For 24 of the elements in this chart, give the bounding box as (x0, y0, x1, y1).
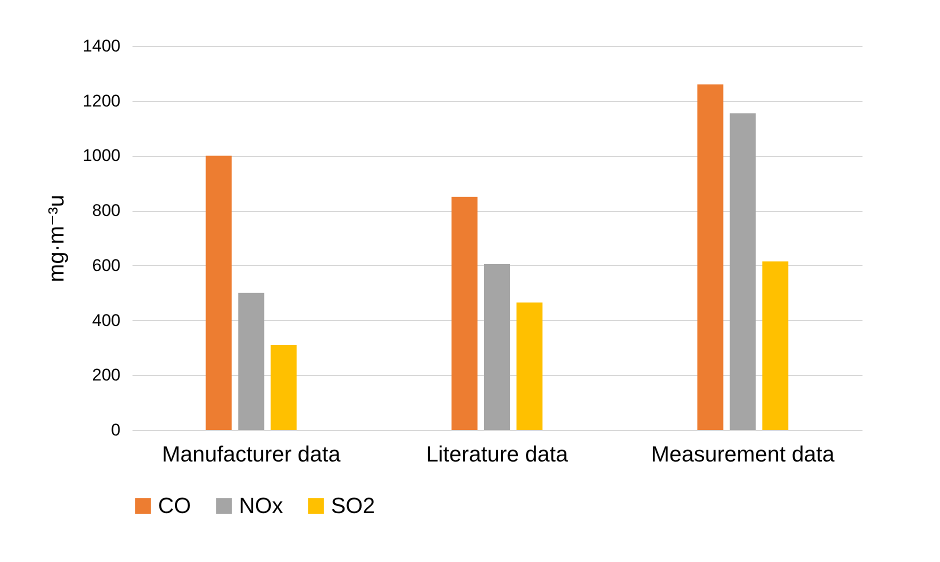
legend-label: NOx (239, 493, 283, 518)
y-tick-label: 1000 (82, 146, 120, 166)
bar (516, 302, 542, 430)
bar (697, 84, 724, 430)
y-tick-label: 400 (92, 310, 120, 330)
legend-label: SO2 (331, 493, 376, 518)
y-tick-label: 0 (111, 420, 120, 440)
x-tick-label: Literature data (426, 442, 569, 466)
bar (206, 156, 232, 430)
y-tick-label: 600 (92, 256, 120, 275)
x-tick-label: Measurement data (651, 442, 836, 466)
bar (238, 292, 264, 430)
y-tick-label: 1400 (82, 36, 120, 56)
y-axis-title: mg·m⁻³u (44, 194, 69, 282)
bar (484, 264, 510, 430)
y-tick-label: 1200 (82, 91, 120, 110)
bar (270, 344, 297, 430)
y-tick-label: 800 (92, 201, 120, 220)
legend-label: CO (158, 493, 191, 518)
bar (730, 113, 756, 430)
y-tick-label: 200 (92, 366, 120, 385)
bar (452, 196, 478, 430)
bar (762, 261, 788, 430)
x-tick-label: Manufacturer data (162, 442, 342, 466)
